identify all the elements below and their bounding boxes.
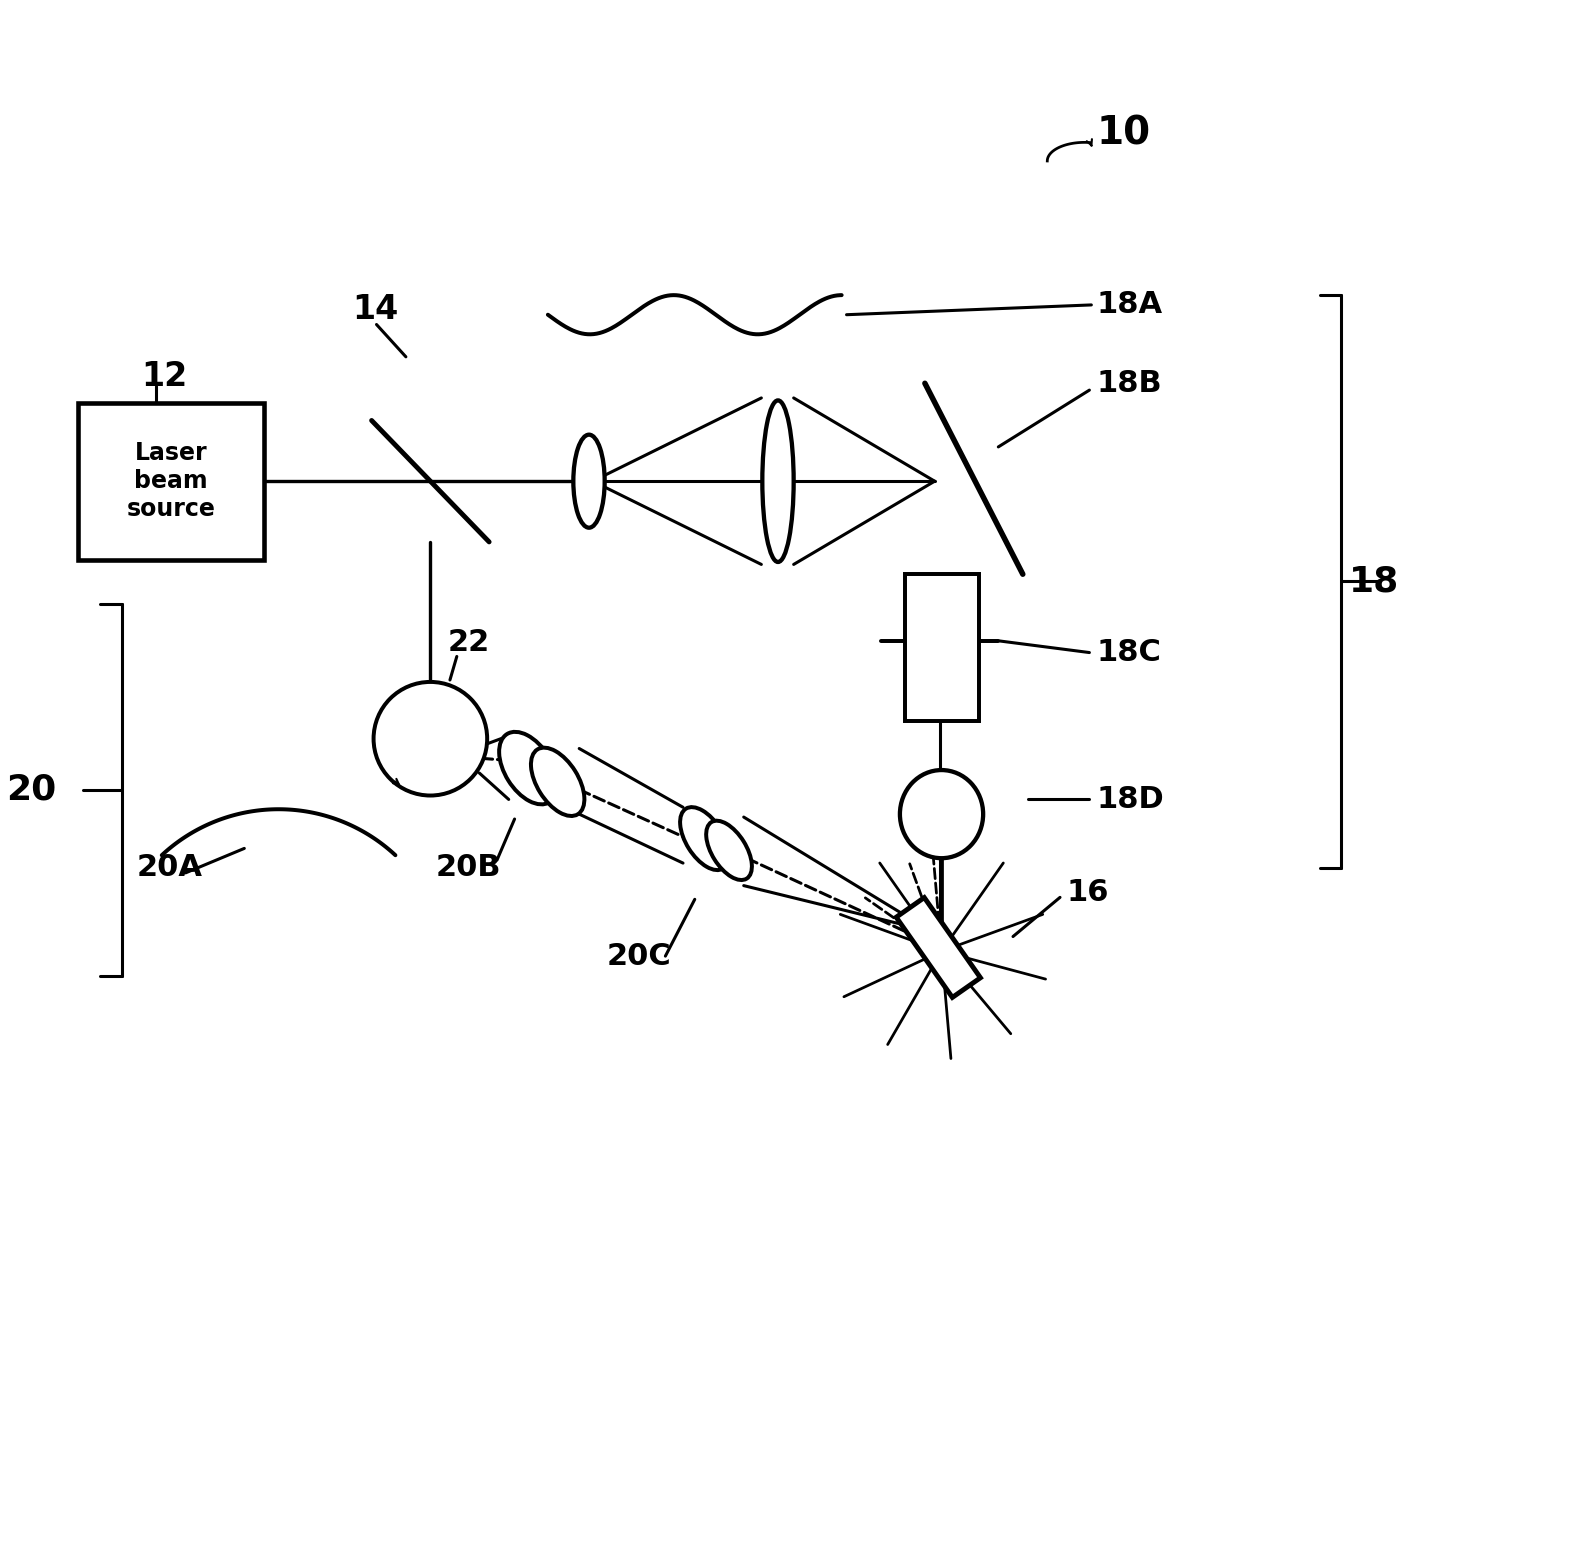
- Ellipse shape: [573, 434, 605, 527]
- Bar: [906, 574, 979, 720]
- Ellipse shape: [707, 821, 751, 880]
- Text: 16: 16: [1067, 878, 1110, 908]
- Text: 18C: 18C: [1097, 638, 1161, 666]
- Bar: [896, 898, 981, 997]
- Text: 18B: 18B: [1097, 369, 1162, 397]
- Text: 18D: 18D: [1097, 785, 1164, 813]
- Ellipse shape: [500, 731, 557, 804]
- Ellipse shape: [899, 770, 984, 858]
- Text: 20: 20: [6, 773, 56, 807]
- Text: 12: 12: [142, 360, 188, 393]
- Text: 20B: 20B: [435, 853, 501, 883]
- Circle shape: [374, 682, 487, 796]
- Ellipse shape: [680, 807, 729, 870]
- Text: 14: 14: [352, 294, 398, 326]
- Text: 10: 10: [1097, 114, 1151, 153]
- Text: Laser
beam
source: Laser beam source: [126, 442, 215, 521]
- Text: 18A: 18A: [1097, 291, 1162, 320]
- Text: 22: 22: [447, 628, 490, 657]
- Ellipse shape: [532, 748, 584, 816]
- Text: 20A: 20A: [137, 853, 202, 883]
- Text: 18: 18: [1348, 564, 1399, 598]
- Text: 20C: 20C: [607, 942, 672, 971]
- Bar: [78, 404, 264, 560]
- Ellipse shape: [763, 400, 794, 563]
